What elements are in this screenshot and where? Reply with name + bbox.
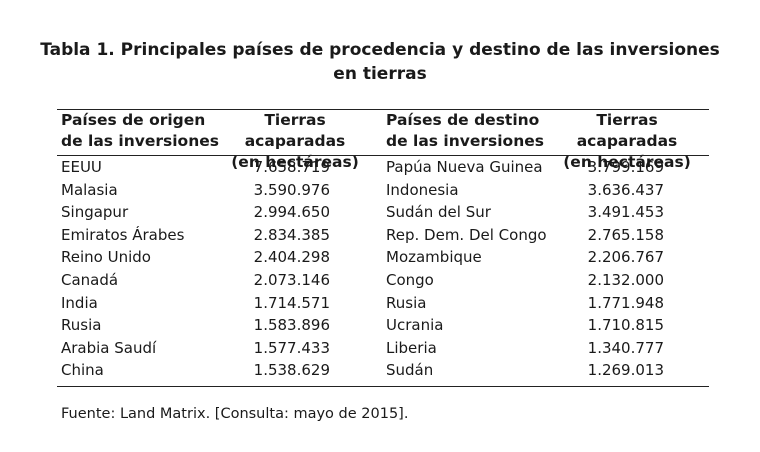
table-row: Rusia 1.583.896 Ucrania 1.710.815 [0,314,760,337]
cell-destination: Sudán del Sur [386,203,491,222]
cell-destination-land: 2.132.000 [587,270,664,289]
cell-destination-land: 2.206.767 [587,248,664,267]
cell-origin: Malasia [61,180,118,199]
table-row: China 1.538.629 Sudán 1.269.013 [0,359,760,382]
cell-destination: Congo [386,270,434,289]
table-row: Malasia 3.590.976 Indonesia 3.636.437 [0,179,760,202]
cell-origin-land: 1.583.896 [253,316,330,335]
cell-origin-land: 2.404.298 [253,248,330,267]
table-title: Tabla 1. Principales países de procedenc… [0,38,760,86]
cell-destination-land: 1.771.948 [587,293,664,312]
cell-origin: Rusia [61,316,102,335]
header-origin-land-line-1: Tierras acaparadas [244,111,346,150]
header-origin-line-1: Países de origen [61,111,206,129]
cell-destination: Liberia [386,338,437,357]
cell-destination-land: 2.765.158 [587,225,664,244]
cell-origin: India [61,293,98,312]
header-destination: Países de destino de las inversiones [386,110,544,152]
header-destination-land-line-1: Tierras acaparadas [576,111,678,150]
table-row: India 1.714.571 Rusia 1.771.948 [0,292,760,315]
table-bottom-rule [57,386,709,387]
header-origin-line-2: de las inversiones [61,132,219,150]
cell-destination: Sudán [386,361,434,380]
cell-origin-land: 1.577.433 [253,338,330,357]
header-origin-land-line-2: (en hectáreas) [231,153,359,171]
table-row: Canadá 2.073.146 Congo 2.132.000 [0,269,760,292]
header-destination-land: Tierras acaparadas (en hectáreas) [552,110,702,173]
cell-origin: Canadá [61,270,119,289]
cell-destination: Indonesia [386,180,459,199]
source-note: Fuente: Land Matrix. [Consulta: mayo de … [61,406,409,422]
cell-origin-land: 2.834.385 [253,225,330,244]
cell-origin: Arabia Saudí [61,338,157,357]
cell-origin: Emiratos Árabes [61,225,185,244]
table-top-rule [57,109,709,110]
table-body: EEUU 7.658.719 Papúa Nueva Guinea 3.799.… [0,156,760,382]
table-title-line-2: en tierras [333,64,427,84]
cell-origin-land: 1.714.571 [253,293,330,312]
table-title-line-1: Tabla 1. Principales países de procedenc… [40,40,720,60]
cell-destination: Papúa Nueva Guinea [386,158,543,176]
table-row: Emiratos Árabes 2.834.385 Rep. Dem. Del … [0,224,760,247]
header-destination-line-1: Países de destino [386,111,540,129]
cell-destination-land: 3.636.437 [587,180,664,199]
cell-origin-land: 2.994.650 [253,203,330,222]
cell-origin: Reino Unido [61,248,151,267]
cell-origin-land: 3.590.976 [253,180,330,199]
cell-destination: Rep. Dem. Del Congo [386,225,547,244]
cell-destination-land: 1.710.815 [587,316,664,335]
cell-origin: China [61,361,104,380]
table-row: EEUU 7.658.719 Papúa Nueva Guinea 3.799.… [0,156,760,179]
cell-destination-land: 3.491.453 [587,203,664,222]
cell-destination: Rusia [386,293,427,312]
cell-origin-land: 1.538.629 [253,361,330,380]
cell-destination-land: 1.340.777 [587,338,664,357]
header-destination-land-line-2: (en hectáreas) [563,153,691,171]
cell-destination: Mozambique [386,248,482,267]
header-origin-land: Tierras acaparadas (en hectáreas) [220,110,370,173]
cell-origin: EEUU [61,158,102,176]
table-header-rule [57,155,709,156]
cell-destination-land: 3.799.169 [587,158,664,176]
cell-origin-land: 2.073.146 [253,270,330,289]
header-destination-line-2: de las inversiones [386,132,544,150]
table-row: Arabia Saudí 1.577.433 Liberia 1.340.777 [0,337,760,360]
header-origin: Países de origen de las inversiones [61,110,219,152]
cell-origin-land: 7.658.719 [253,158,330,176]
cell-destination: Ucrania [386,316,444,335]
cell-origin: Singapur [61,203,129,222]
cell-destination-land: 1.269.013 [587,361,664,380]
table-row: Singapur 2.994.650 Sudán del Sur 3.491.4… [0,201,760,224]
table-row: Reino Unido 2.404.298 Mozambique 2.206.7… [0,246,760,269]
